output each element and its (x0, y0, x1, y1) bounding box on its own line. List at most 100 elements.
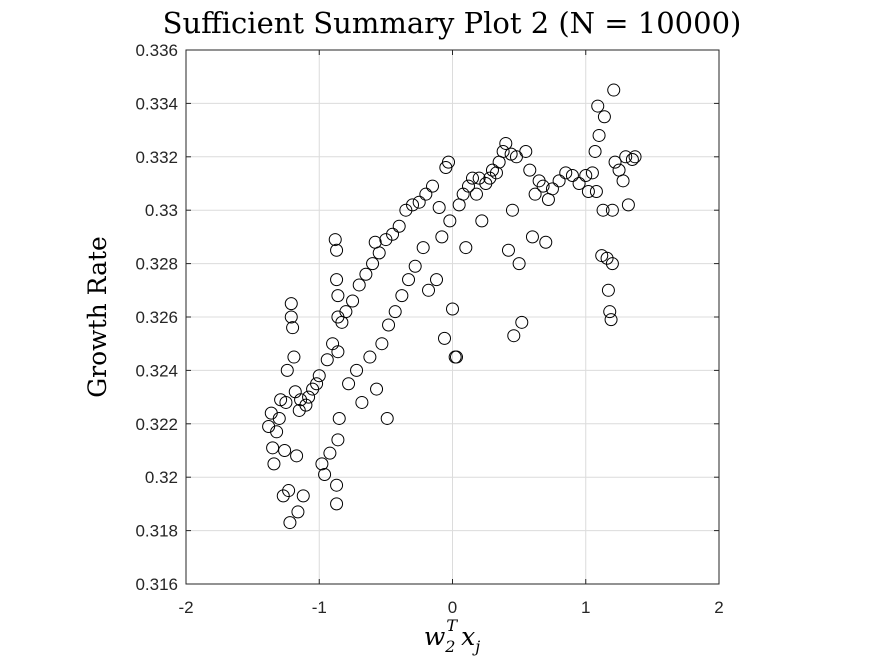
data-point (276, 489, 290, 503)
data-point (449, 350, 463, 364)
data-point (581, 185, 595, 199)
data-point (323, 446, 337, 460)
data-point (315, 457, 329, 471)
data-point (525, 230, 539, 244)
data-point (330, 273, 344, 287)
y-tick-label: 0.334 (135, 94, 178, 113)
data-point (363, 350, 377, 364)
data-point (359, 267, 373, 281)
data-point (625, 152, 639, 166)
data-point (572, 177, 586, 190)
data-point (528, 187, 542, 201)
data-point (352, 278, 366, 292)
data-point (399, 203, 413, 217)
data-point (605, 203, 619, 217)
data-point (330, 497, 344, 511)
data-point (512, 257, 526, 271)
data-point (515, 315, 529, 329)
data-point (395, 289, 409, 303)
data-point (443, 214, 457, 228)
data-point (589, 185, 603, 199)
data-point (392, 219, 406, 233)
y-tick-label: 0.322 (135, 415, 178, 434)
data-point (469, 187, 483, 201)
y-tick-label: 0.316 (135, 575, 178, 594)
data-point (585, 166, 599, 180)
data-point (406, 198, 420, 212)
data-point (355, 395, 369, 409)
data-point (386, 227, 400, 241)
data-point (278, 444, 292, 457)
data-point (608, 155, 622, 169)
data-point (294, 393, 308, 407)
data-point (312, 369, 326, 383)
y-tick-label: 0.318 (135, 522, 178, 541)
data-point (465, 171, 479, 185)
data-point (619, 150, 633, 164)
chart-title: Sufficient Summary Plot 2 (N = 10000) (163, 6, 742, 40)
data-point (291, 505, 305, 519)
x-axis-label: w2T xj (424, 616, 480, 656)
data-point (328, 233, 342, 247)
data-point (286, 321, 300, 335)
x-tick-labels: -2 -1 0 1 2 (178, 598, 723, 617)
data-point (475, 214, 489, 228)
data-point (279, 395, 293, 409)
data-point (430, 273, 444, 287)
data-point (603, 305, 617, 319)
data-point (616, 174, 630, 188)
x-tick-label: 0 (448, 598, 457, 617)
data-point (272, 411, 286, 425)
y-axis-label: Growth Rate (83, 236, 112, 398)
data-point (591, 99, 605, 113)
data-point (605, 257, 619, 271)
data-point (483, 171, 497, 185)
data-point (565, 168, 579, 182)
data-point (472, 171, 486, 185)
data-point (419, 187, 433, 201)
data-point (592, 128, 606, 142)
data-point (539, 235, 553, 249)
data-point (350, 363, 364, 377)
x-tick-label: 1 (581, 598, 590, 617)
data-point (505, 203, 519, 217)
data-point (372, 246, 386, 260)
data-point (628, 150, 642, 164)
data-point (388, 305, 402, 319)
data-point (318, 468, 332, 482)
data-point (461, 179, 475, 193)
data-point (370, 382, 384, 396)
data-point (545, 182, 559, 196)
data-point (330, 243, 344, 257)
data-point (282, 484, 296, 498)
data-point (596, 203, 610, 217)
data-point (302, 390, 316, 404)
data-point (579, 168, 593, 182)
data-point (408, 259, 422, 273)
data-point (342, 377, 356, 391)
data-point (519, 144, 533, 158)
data-point (523, 163, 537, 177)
data-point (331, 345, 345, 359)
y-tick-label: 0.326 (135, 308, 178, 327)
data-point (310, 377, 324, 391)
y-tick-labels: 0.316 0.318 0.32 0.322 0.324 0.326 0.328 0.33 0.… (135, 41, 178, 594)
data-point (507, 329, 521, 343)
data-point (604, 313, 618, 327)
data-point (330, 478, 344, 492)
data-point (559, 166, 573, 180)
data-point (366, 257, 380, 271)
data-point (266, 441, 280, 455)
data-point (426, 179, 440, 193)
y-tick-label: 0.324 (135, 361, 178, 380)
data-point (287, 350, 301, 364)
data-point (290, 449, 304, 463)
data-point (284, 297, 298, 311)
data-point (496, 144, 510, 158)
data-point (320, 353, 334, 367)
data-point (438, 331, 452, 345)
data-point (416, 241, 430, 255)
y-tick-label: 0.328 (135, 255, 178, 274)
data-point (432, 201, 446, 215)
